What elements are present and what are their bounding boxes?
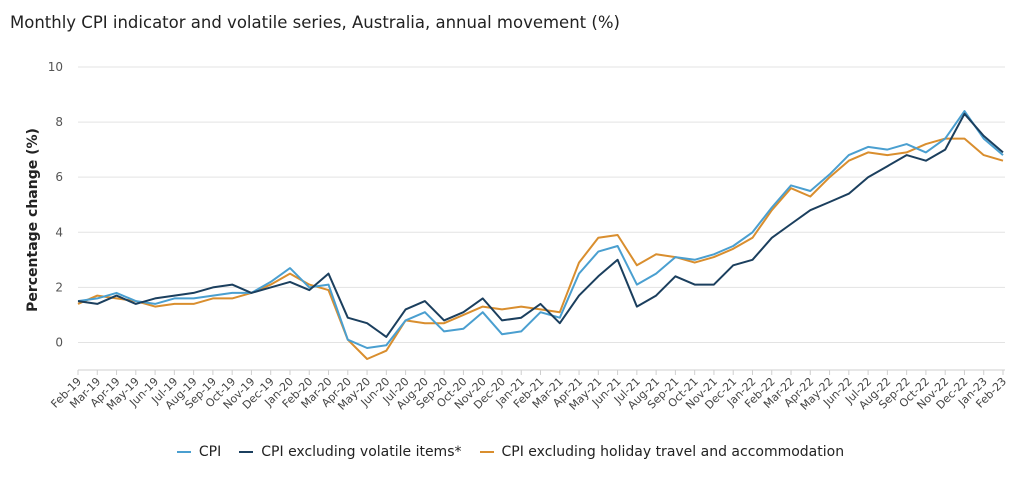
legend-label: CPI excluding volatile items* [261, 444, 462, 460]
y-tick-label: 6 [55, 170, 63, 184]
series-line-cpi[interactable] [77, 110, 1004, 349]
legend-swatch [479, 451, 494, 453]
series-line-cpi-excl-holiday[interactable] [77, 137, 1004, 360]
legend-item-cpi-excl-holiday[interactable]: CPI excluding holiday travel and accommo… [479, 444, 845, 460]
y-tick-label: 4 [55, 225, 63, 239]
y-tick-label: 10 [48, 60, 63, 74]
legend-item-cpi[interactable]: CPI [176, 444, 222, 460]
legend-swatch [239, 451, 254, 453]
legend-label: CPI [198, 444, 222, 460]
series-lines [77, 110, 1004, 360]
line-chart: 0 2 4 6 8 10 Feb-19Mar-19Apr-19May-19Jun-19Ju… [25, 60, 1009, 413]
y-tick-labels: 0 2 4 6 8 10 [48, 60, 63, 349]
grid-lines [78, 66, 1005, 371]
y-axis-label: Percentage change (%) [25, 128, 41, 312]
legend-label: CPI excluding holiday travel and accommo… [501, 444, 845, 460]
legend-item-cpi-excl-volatile[interactable]: CPI excluding volatile items* [239, 444, 462, 460]
y-tick-label: 2 [55, 280, 63, 294]
legend-swatch [176, 451, 191, 453]
chart-title: Monthly CPI indicator and volatile serie… [10, 13, 620, 32]
series-line-cpi-excl-volatile[interactable] [77, 112, 1004, 338]
legend: CPI CPI excluding volatile items* CPI ex… [0, 444, 1021, 460]
y-tick-label: 0 [55, 335, 63, 349]
x-tick-labels: Feb-19Mar-19Apr-19May-19Jun-19Jul-19Aug-… [48, 370, 1009, 413]
y-tick-label: 8 [55, 115, 63, 129]
